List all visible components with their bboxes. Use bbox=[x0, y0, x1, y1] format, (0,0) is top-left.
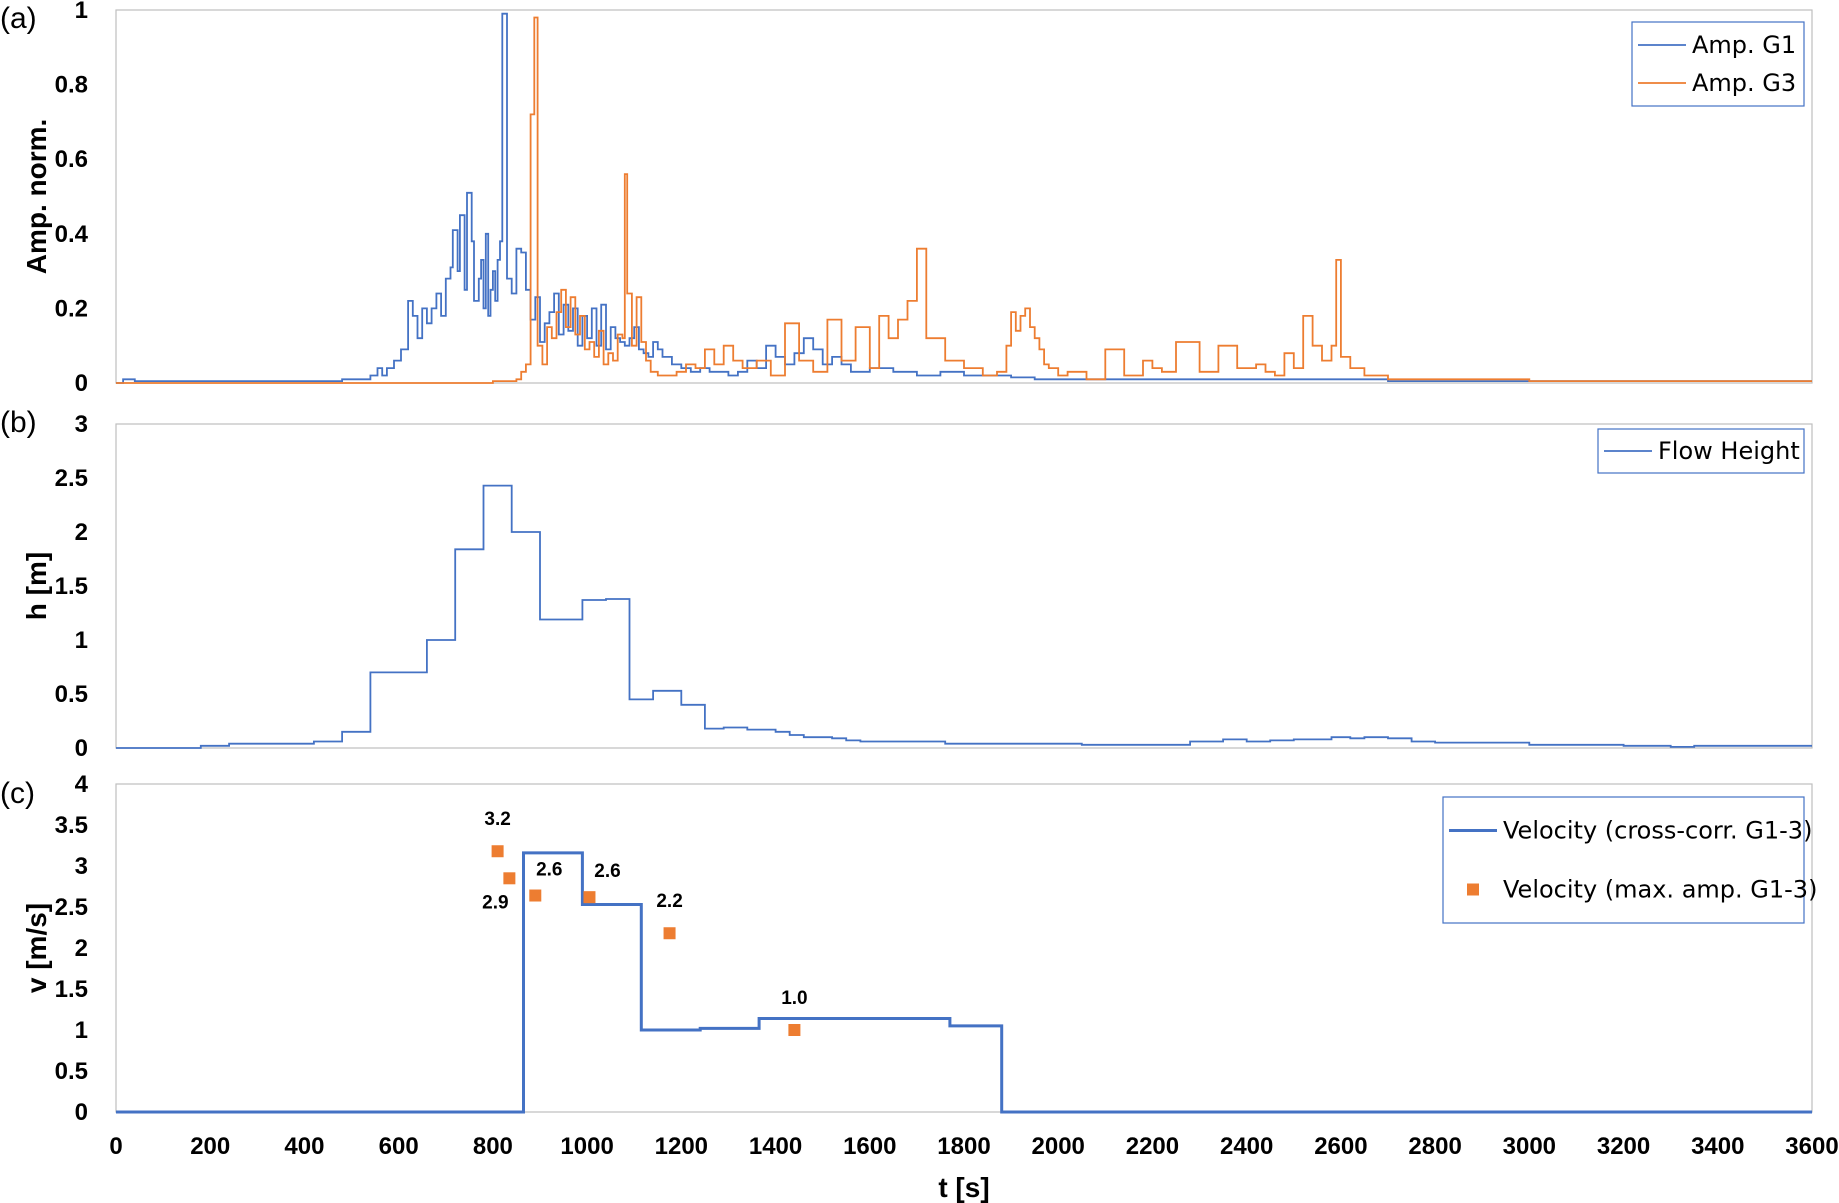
x-tick-label: 1200 bbox=[655, 1133, 708, 1160]
data-label: 2.9 bbox=[482, 892, 508, 913]
data-label: 2.6 bbox=[536, 860, 562, 881]
panel-b: (b) 0 0.5 1 1.5 2 2.5 3 h [m] Flow Height bbox=[0, 406, 1813, 762]
x-tick-label: 1000 bbox=[560, 1133, 613, 1160]
x-tick-label: 2800 bbox=[1408, 1133, 1461, 1160]
y-tick-label: 2 bbox=[75, 935, 88, 962]
x-tick-label: 3200 bbox=[1597, 1133, 1650, 1160]
x-tick-label: 1800 bbox=[937, 1133, 990, 1160]
legend-label: Amp. G3 bbox=[1692, 69, 1796, 97]
series-line bbox=[116, 12, 1812, 384]
y-axis-label: h [m] bbox=[21, 552, 52, 620]
x-tick-label: 200 bbox=[190, 1133, 230, 1160]
y-tick-label: 3.5 bbox=[55, 812, 88, 839]
y-tick-label: 3 bbox=[75, 411, 88, 438]
x-tick-label: 2400 bbox=[1220, 1133, 1273, 1160]
x-axis-label: t [s] bbox=[938, 1172, 989, 1203]
legend-marker bbox=[1467, 883, 1479, 896]
plot-frame bbox=[115, 423, 1813, 749]
x-tick-label: 3400 bbox=[1691, 1133, 1744, 1160]
plot-frame bbox=[115, 9, 1813, 384]
data-point-marker bbox=[663, 927, 676, 940]
panel-label: (a) bbox=[0, 2, 37, 35]
x-tick-label: 800 bbox=[473, 1133, 513, 1160]
data-point-marker bbox=[529, 889, 542, 902]
x-tick-label: 400 bbox=[284, 1133, 324, 1160]
x-tick-label: 2000 bbox=[1032, 1133, 1085, 1160]
x-tick-label: 600 bbox=[379, 1133, 419, 1160]
y-tick-label: 0.2 bbox=[55, 295, 88, 322]
y-tick-label: 1 bbox=[75, 627, 88, 654]
data-point-marker bbox=[583, 891, 596, 904]
y-tick-label: 0 bbox=[75, 370, 88, 397]
x-tick-label: 3000 bbox=[1503, 1133, 1556, 1160]
y-tick-label: 0 bbox=[75, 735, 88, 762]
legend-label: Velocity (max. amp. G1-3) bbox=[1503, 876, 1817, 904]
y-tick-label: 0.5 bbox=[55, 681, 88, 708]
y-tick-label: 0 bbox=[75, 1099, 88, 1126]
y-tick-label: 1 bbox=[75, 0, 88, 24]
x-tick-label: 3600 bbox=[1785, 1133, 1838, 1160]
data-label: 3.2 bbox=[484, 809, 510, 830]
series-line bbox=[116, 484, 1812, 749]
data-point-marker bbox=[491, 845, 504, 858]
y-tick-label: 0.5 bbox=[55, 1058, 88, 1085]
x-tick-label: 2200 bbox=[1126, 1133, 1179, 1160]
y-tick-label: 2.5 bbox=[55, 465, 88, 492]
data-label: 1.0 bbox=[781, 988, 807, 1009]
y-tick-label: 0.4 bbox=[55, 221, 89, 248]
legend-label: Amp. G1 bbox=[1692, 31, 1796, 59]
data-label: 2.2 bbox=[656, 891, 682, 912]
data-label: 2.6 bbox=[594, 861, 620, 882]
y-tick-label: 1 bbox=[75, 1017, 88, 1044]
y-axis-label: Amp. norm. bbox=[21, 119, 52, 275]
panel-a: (a) 0 0.2 0.4 0.6 0.8 1 Amp. norm. Amp. G1 Amp. G… bbox=[0, 0, 1813, 397]
legend-box bbox=[1631, 21, 1805, 107]
y-tick-label: 2 bbox=[75, 519, 88, 546]
series-line bbox=[116, 851, 1812, 1114]
panel-label: (c) bbox=[0, 777, 35, 810]
plot-frame bbox=[115, 783, 1813, 1113]
y-tick-label: 3 bbox=[75, 853, 88, 880]
series-line bbox=[116, 16, 1812, 384]
x-tick-label: 1600 bbox=[843, 1133, 896, 1160]
data-point-marker bbox=[503, 872, 516, 885]
y-tick-label: 0.8 bbox=[55, 72, 88, 99]
y-tick-label: 0.6 bbox=[55, 146, 88, 173]
legend-label: Flow Height bbox=[1658, 437, 1800, 465]
y-tick-label: 2.5 bbox=[55, 894, 88, 921]
y-axis-label: v [m/s] bbox=[21, 903, 52, 993]
data-point-marker bbox=[788, 1024, 801, 1036]
x-tick-label: 1400 bbox=[749, 1133, 802, 1160]
legend-label: Velocity (cross-corr. G1-3) bbox=[1503, 817, 1812, 845]
panel-label: (b) bbox=[0, 406, 37, 439]
y-tick-label: 1.5 bbox=[55, 976, 88, 1003]
y-tick-label: 4 bbox=[75, 771, 89, 798]
legend-box bbox=[1442, 796, 1805, 924]
panel-c: (c) 0 0.5 1 1.5 2 2.5 3 3.5 4 v [m/s] 0 200 400 600 800… bbox=[0, 771, 1839, 1203]
y-tick-label: 1.5 bbox=[55, 573, 88, 600]
x-tick-label: 0 bbox=[109, 1133, 122, 1160]
x-tick-label: 2600 bbox=[1314, 1133, 1367, 1160]
legend-box bbox=[1597, 428, 1805, 474]
